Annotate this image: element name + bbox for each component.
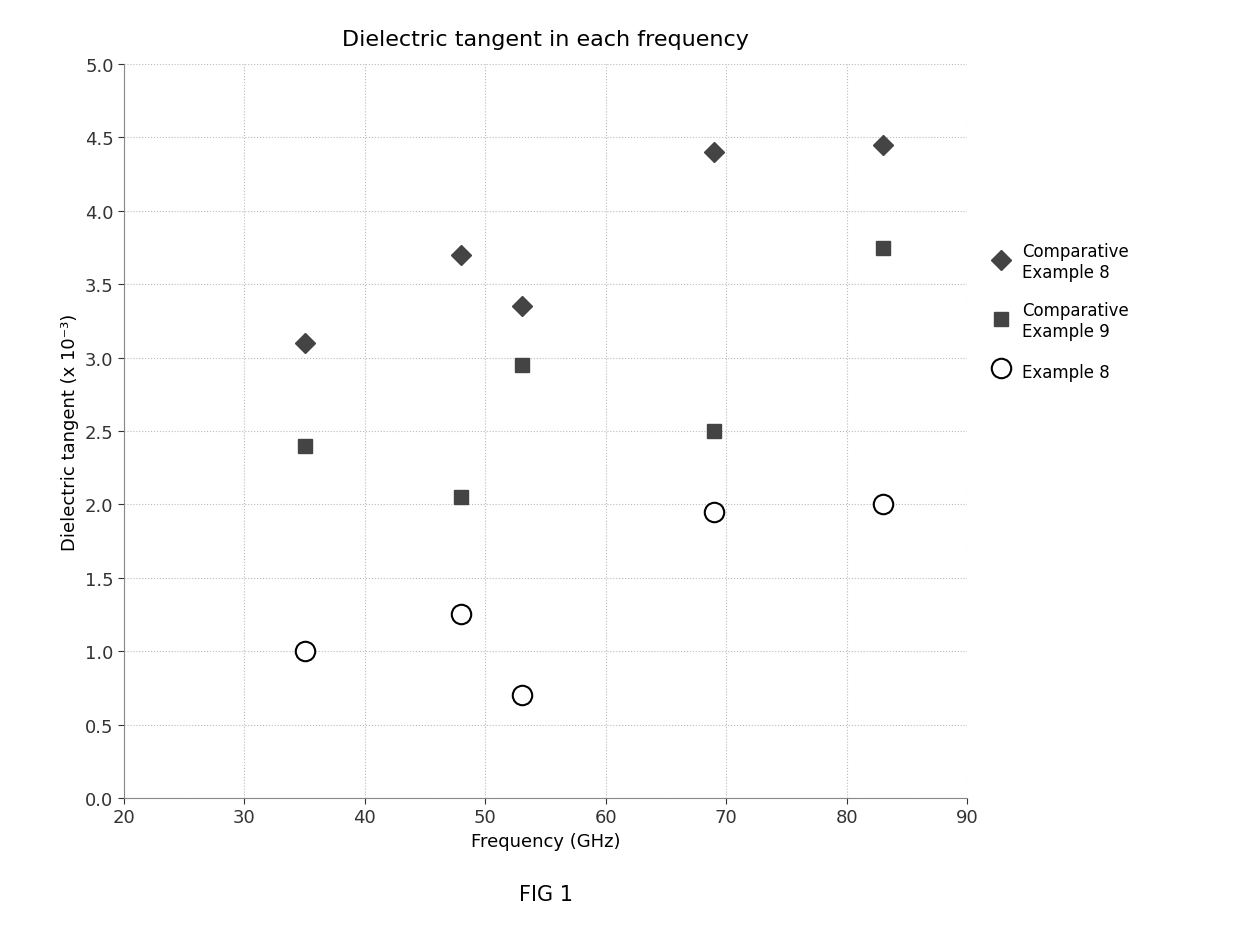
Comparative
Example 9 — [875, 243, 890, 254]
Comparative
Example 9 — [298, 441, 312, 452]
Comparative
Example 9 — [454, 492, 469, 503]
Line: Comparative
Example 8: Comparative Example 8 — [298, 138, 890, 351]
Title: Dielectric tangent in each frequency: Dielectric tangent in each frequency — [342, 30, 749, 49]
Example 8 — [875, 499, 890, 510]
Comparative
Example 9 — [707, 426, 722, 437]
Comparative
Example 9 — [515, 360, 529, 371]
Line: Example 8: Example 8 — [295, 496, 893, 705]
Text: FIG 1: FIG 1 — [518, 884, 573, 904]
Legend: Comparative
Example 8, Comparative
Example 9, Example 8: Comparative Example 8, Comparative Examp… — [985, 235, 1137, 393]
Example 8 — [454, 609, 469, 620]
Comparative
Example 8 — [707, 148, 722, 159]
Y-axis label: Dielectric tangent (x 10⁻³): Dielectric tangent (x 10⁻³) — [61, 313, 79, 550]
Example 8 — [707, 507, 722, 518]
Comparative
Example 8 — [875, 140, 890, 151]
Comparative
Example 8 — [298, 338, 312, 349]
Example 8 — [298, 646, 312, 657]
Comparative
Example 8 — [515, 302, 529, 313]
X-axis label: Frequency (GHz): Frequency (GHz) — [471, 832, 620, 850]
Comparative
Example 8 — [454, 250, 469, 261]
Line: Comparative
Example 9: Comparative Example 9 — [298, 241, 890, 505]
Example 8 — [515, 690, 529, 701]
